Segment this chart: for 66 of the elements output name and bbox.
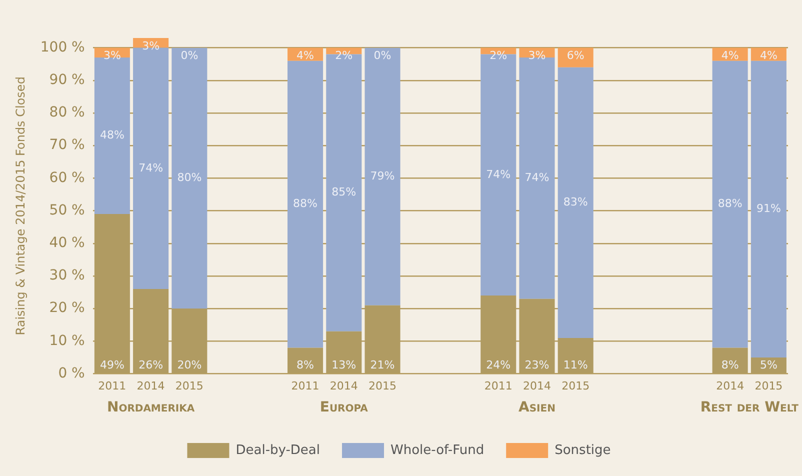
bar (94, 58, 130, 214)
data-label: 26% (138, 358, 164, 372)
data-label: 4% (760, 49, 778, 62)
data-label: 5% (760, 358, 778, 372)
data-label: 8% (296, 358, 314, 372)
data-label: 13% (332, 358, 356, 372)
x-tick-label: 2015 (175, 379, 204, 392)
y-axis-title: Raising & Vintage 2014/2015 Fonds Closed (13, 76, 28, 336)
x-tick-label: 2011 (98, 379, 126, 392)
y-tick-label: 40 % (49, 235, 85, 252)
data-label: 0% (180, 49, 198, 62)
bar (519, 58, 555, 299)
bar (558, 67, 594, 338)
y-tick-label: 30 % (49, 268, 85, 284)
text: Europa (320, 400, 368, 416)
data-label: 11% (563, 358, 588, 372)
data-label: 23% (524, 358, 550, 372)
data-label: 80% (177, 171, 202, 184)
data-label: 49% (100, 358, 124, 372)
bar (712, 60, 748, 348)
x-tick-label: 2015 (562, 379, 590, 392)
data-label: 8% (721, 358, 739, 372)
data-label: 6% (566, 49, 584, 62)
x-tick-label: 2014 (330, 379, 358, 392)
data-label: 85% (332, 186, 356, 199)
data-label: 24% (486, 358, 511, 372)
x-tick-label: 2014 (522, 379, 551, 392)
data-label: 74% (138, 161, 164, 174)
bar (750, 60, 786, 358)
y-tick-label: 100 % (40, 39, 85, 56)
y-tick-label: 60 % (49, 170, 85, 186)
y-tick-label: 20 % (49, 300, 85, 316)
bar (364, 48, 400, 306)
text: Rest der Welt (700, 400, 799, 416)
data-label: 21% (370, 358, 395, 372)
y-tick-label: 90 % (49, 72, 85, 88)
legend-label: Sonstige (554, 442, 611, 458)
x-tick-label: 2014 (136, 379, 165, 392)
y-tick-label: 70 % (49, 137, 85, 154)
data-label: 88% (718, 197, 742, 210)
data-label: 4% (296, 49, 314, 62)
y-tick-label: 80 % (49, 104, 85, 121)
x-tick-label: 2014 (716, 379, 744, 392)
bar (172, 48, 208, 309)
y-tick-label: 0 % (58, 365, 85, 382)
data-label: 74% (524, 171, 550, 184)
data-label: 83% (563, 196, 588, 208)
data-label: 0% (374, 49, 392, 62)
data-label: 20% (177, 358, 202, 372)
data-label: 88% (293, 197, 318, 210)
y-tick-label: 10 % (49, 332, 85, 349)
x-tick-label: 2011 (291, 379, 320, 392)
data-label: 91% (756, 202, 781, 216)
data-label: 74% (486, 168, 511, 181)
data-label: 4% (721, 49, 739, 62)
y-tick-label: 50 % (49, 202, 85, 218)
x-tick-label: 2015 (754, 379, 783, 392)
data-label: 48% (100, 128, 124, 142)
x-tick-label: 2015 (368, 379, 397, 392)
text: Asien (518, 400, 556, 416)
bar (288, 60, 324, 348)
text: Nordamerika (106, 400, 195, 416)
legend-label: Whole-of-Fund (390, 442, 484, 458)
data-label: 79% (370, 169, 395, 182)
x-tick-label: 2011 (484, 379, 512, 392)
legend-label: Deal-by-Deal (236, 442, 320, 458)
